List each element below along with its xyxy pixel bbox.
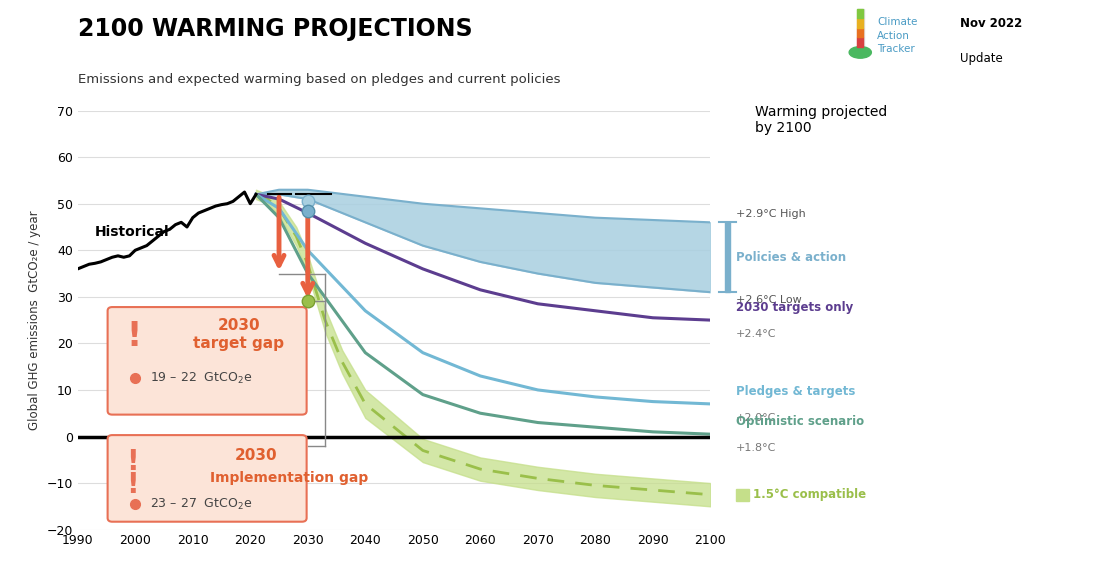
- Text: +2.4°C: +2.4°C: [736, 329, 776, 339]
- Text: 1.5°C compatible: 1.5°C compatible: [753, 488, 866, 501]
- Text: Implementation gap: Implementation gap: [210, 471, 369, 485]
- FancyBboxPatch shape: [108, 435, 306, 521]
- Text: Policies & action: Policies & action: [736, 251, 846, 264]
- Text: Pledges & targets: Pledges & targets: [736, 385, 856, 398]
- FancyBboxPatch shape: [108, 307, 306, 414]
- Text: +2.6°C Low: +2.6°C Low: [736, 295, 801, 305]
- Text: +2.0°C: +2.0°C: [736, 413, 776, 423]
- Y-axis label: Global GHG emissions  GtCO₂e / year: Global GHG emissions GtCO₂e / year: [28, 210, 41, 430]
- Text: +1.8°C: +1.8°C: [736, 443, 776, 453]
- Text: Update: Update: [960, 52, 1003, 65]
- Text: Climate
Action
Tracker: Climate Action Tracker: [877, 17, 917, 54]
- Text: 19 – 22  GtCO$_2$e: 19 – 22 GtCO$_2$e: [150, 371, 252, 386]
- Text: Nov 2022: Nov 2022: [960, 17, 1022, 30]
- Text: target gap: target gap: [193, 336, 284, 352]
- Text: Warming projected
by 2100: Warming projected by 2100: [755, 105, 887, 135]
- Text: 2030: 2030: [234, 448, 278, 463]
- Text: 2030 targets only: 2030 targets only: [736, 301, 854, 314]
- Text: +2.9°C High: +2.9°C High: [736, 210, 806, 219]
- Text: 23 – 27  GtCO$_2$e: 23 – 27 GtCO$_2$e: [150, 496, 252, 512]
- Text: Optimistic scenario: Optimistic scenario: [736, 416, 864, 428]
- Text: Emissions and expected warming based on pledges and current policies: Emissions and expected warming based on …: [78, 73, 561, 86]
- Text: !: !: [127, 448, 139, 476]
- Text: 2100 WARMING PROJECTIONS: 2100 WARMING PROJECTIONS: [78, 17, 473, 41]
- Text: 2030: 2030: [218, 318, 260, 333]
- Text: Historical: Historical: [95, 225, 170, 239]
- Text: !: !: [127, 320, 142, 353]
- Text: !: !: [127, 471, 139, 499]
